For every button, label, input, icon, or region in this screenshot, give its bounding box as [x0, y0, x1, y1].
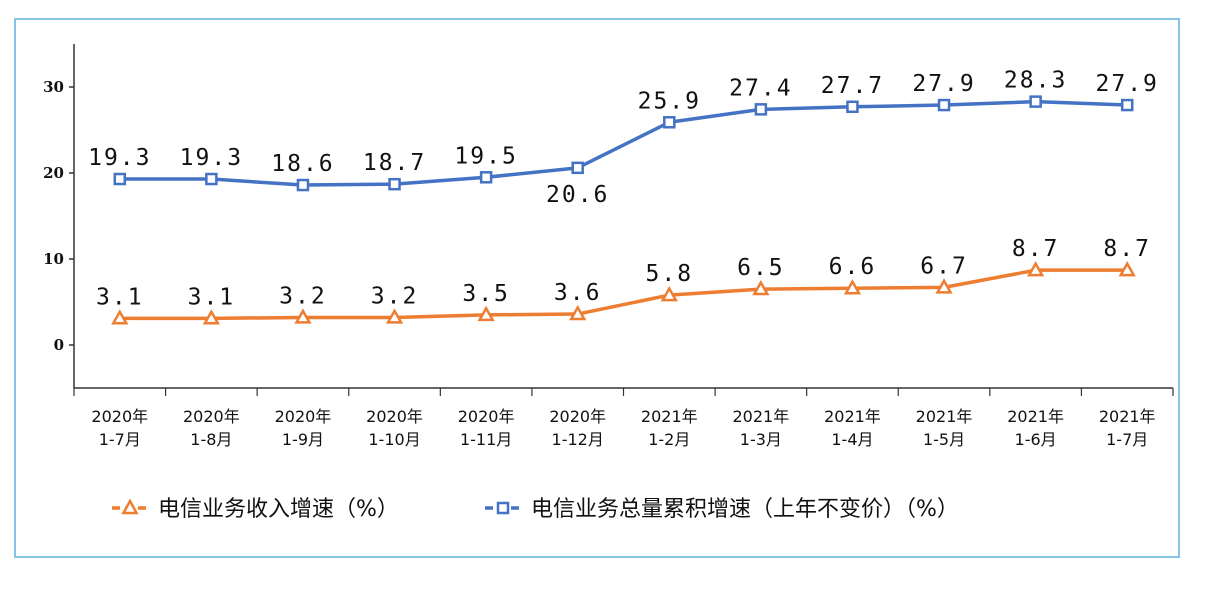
data-label: 20.6: [546, 182, 609, 208]
data-label: 6.7: [920, 253, 968, 279]
data-point-square: [754, 103, 768, 116]
x-tick-label: 1-10月: [368, 430, 420, 449]
data-point-triangle: [660, 285, 678, 302]
x-tick-label: 2021年: [1007, 407, 1064, 426]
data-point-triangle: [1026, 261, 1045, 277]
y-tick-label: 0: [54, 336, 64, 354]
data-point-triangle: [752, 279, 770, 296]
legend-square-icon: [496, 501, 510, 515]
x-tick-label: 2021年: [733, 407, 790, 426]
data-label: 18.7: [363, 150, 426, 176]
data-point-triangle: [843, 279, 862, 295]
data-label: 25.9: [638, 88, 701, 114]
data-point-square: [846, 100, 859, 114]
data-point-triangle: [935, 278, 953, 294]
x-tick-label: 1-8月: [190, 430, 232, 449]
x-tick-label: 2021年: [641, 407, 698, 426]
data-label: 3.2: [279, 283, 327, 309]
data-point-triangle: [1118, 261, 1136, 277]
data-point-triangle: [111, 309, 129, 325]
data-point-square: [1120, 98, 1134, 112]
x-tick-label: 2021年: [916, 407, 973, 426]
data-point-triangle: [569, 304, 587, 321]
x-tick-label: 1-4月: [831, 430, 873, 449]
x-tick-label: 1-12月: [552, 430, 604, 449]
data-label: 27.4: [729, 75, 792, 101]
volume-growth-line: [119, 99, 1128, 187]
x-tick-label: 1-7月: [1106, 430, 1148, 449]
data-point-square: [571, 161, 584, 175]
data-point-triangle: [477, 305, 495, 322]
x-tick-label: 2020年: [549, 407, 606, 426]
x-tick-label: 1-6月: [1015, 430, 1057, 449]
x-tick-label: 1-3月: [740, 430, 782, 449]
data-label: 6.6: [829, 254, 877, 280]
data-label: 19.3: [180, 145, 243, 171]
x-tick-label: 1-7月: [99, 430, 141, 449]
data-point-square: [388, 177, 401, 191]
data-point-triangle: [294, 308, 312, 324]
data-label: 18.6: [271, 151, 334, 177]
data-point-square: [937, 98, 951, 112]
legend-triangle-icon: [121, 498, 139, 515]
data-point-square: [296, 178, 310, 192]
data-point-square: [663, 116, 676, 129]
x-tick-label: 2020年: [458, 407, 515, 426]
data-point-triangle: [385, 308, 404, 324]
data-label: 3.2: [371, 283, 419, 309]
data-label: 6.5: [737, 255, 785, 281]
x-tick-label: 1-9月: [282, 430, 324, 449]
data-label: 28.3: [1004, 68, 1067, 94]
data-label: 3.1: [188, 284, 236, 310]
data-point-square: [479, 171, 493, 184]
data-label: 8.7: [1103, 236, 1151, 262]
data-label: 27.7: [821, 73, 884, 99]
legend-revenue-label: 电信业务收入增速（%）: [158, 497, 399, 522]
x-tick-label: 2020年: [91, 407, 148, 426]
y-tick-label: 20: [43, 164, 64, 182]
chart-frame: 0 10 20 30 2020年 1-7月 2020年 1-8月 2020年 1-9月 2020年 1…: [14, 18, 1180, 558]
x-tick-label: 1-5月: [923, 430, 965, 449]
data-label: 19.3: [88, 145, 151, 171]
data-label: 27.9: [1096, 71, 1159, 97]
revenue-growth-line: [119, 268, 1128, 321]
y-tick-label: 10: [43, 250, 64, 268]
data-point-square: [1029, 95, 1042, 108]
data-point-square: [113, 172, 127, 186]
x-tick-label: 2020年: [275, 407, 332, 426]
x-tick-label: 2020年: [366, 407, 423, 426]
data-label: 3.1: [96, 284, 144, 310]
data-point-triangle: [202, 309, 221, 325]
x-tick-label: 1-11月: [460, 430, 512, 449]
x-tick-label: 1-2月: [648, 430, 690, 449]
data-label: 19.5: [454, 143, 517, 169]
x-tick-label: 2020年: [183, 407, 240, 426]
data-label: 3.6: [554, 280, 602, 306]
line-chart: 0 10 20 30 2020年 1-7月 2020年 1-8月 2020年 1-9月 2020年 1…: [43, 44, 1174, 522]
y-tick-label: 30: [43, 78, 64, 96]
data-point-square: [205, 172, 218, 186]
x-tick-label: 2021年: [1099, 407, 1156, 426]
x-tick-label: 2021年: [824, 407, 881, 426]
data-label: 8.7: [1012, 236, 1060, 262]
legend-volume-label: 电信业务总量累积增速（上年不变价）（%）: [531, 497, 959, 522]
data-label: 27.9: [912, 71, 975, 97]
data-label: 5.8: [646, 261, 694, 287]
data-label: 3.5: [462, 281, 510, 307]
